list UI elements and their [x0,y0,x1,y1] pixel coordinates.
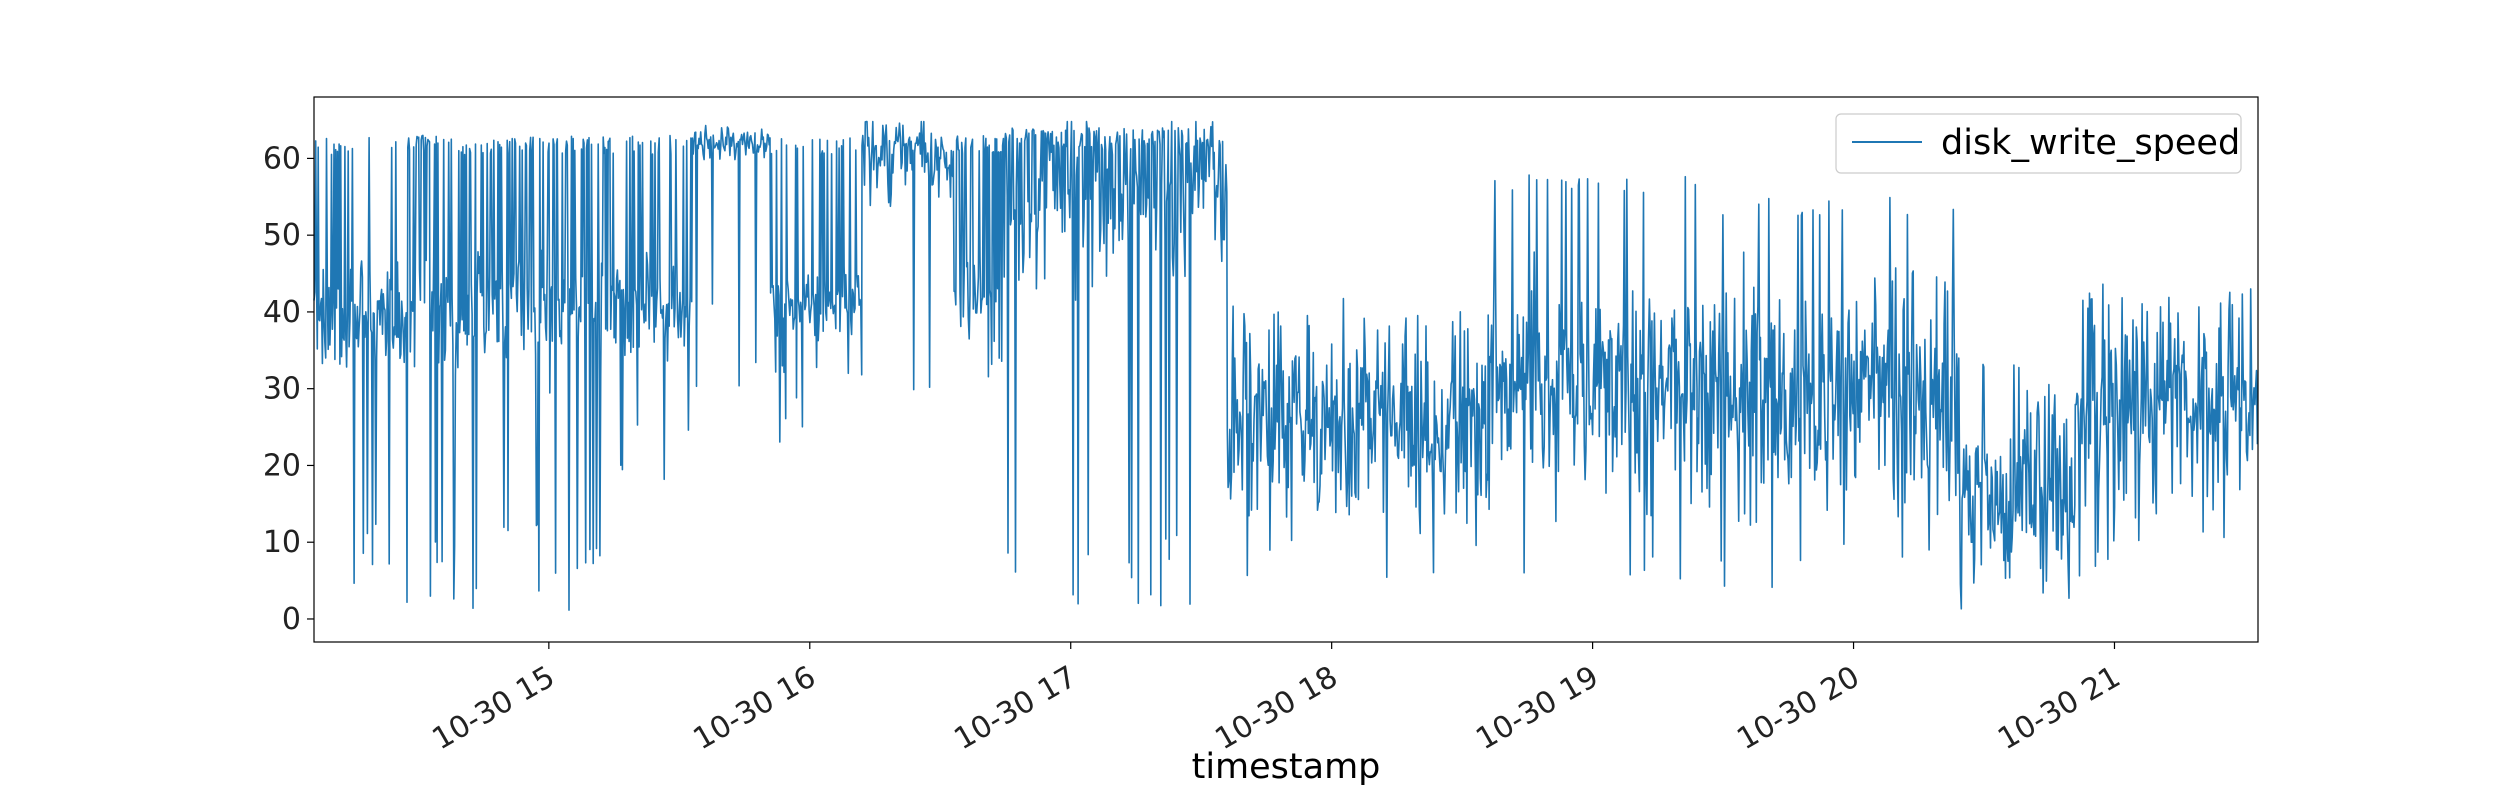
y-tick-label: 10 [263,525,301,560]
x-tick-label: 10-30 19 [1470,659,1604,757]
x-tick-label: 10-30 20 [1731,659,1865,757]
x-axis: 10-30 15 10-30 16 10-30 17 10-30 18 10-30 19… [427,642,2126,757]
y-tick-label: 20 [263,448,301,483]
y-tick-label: 50 [263,218,301,253]
legend: disk_write_speed [1835,113,2242,174]
x-tick-label: 10-30 21 [1992,659,2126,757]
x-tick-label: 10-30 16 [687,659,821,757]
legend-label: disk_write_speed [1941,123,2240,163]
plot-frame [313,96,2259,643]
x-tick-label: 10-30 18 [1209,659,1343,757]
series-line-disk_write_speed [313,120,2259,611]
y-tick-label: 60 [263,141,301,176]
legend-box [1835,113,2242,174]
y-tick-label: 40 [263,295,301,330]
x-axis-title: timestamp [1192,747,1381,787]
y-axis: 0 10 20 30 40 50 60 [263,141,314,637]
y-tick-label: 0 [282,602,301,637]
x-tick-label: 10-30 17 [948,659,1082,757]
x-tick-label: 10-30 15 [427,659,561,757]
y-tick-label: 30 [263,372,301,407]
series-layer [313,120,2259,611]
